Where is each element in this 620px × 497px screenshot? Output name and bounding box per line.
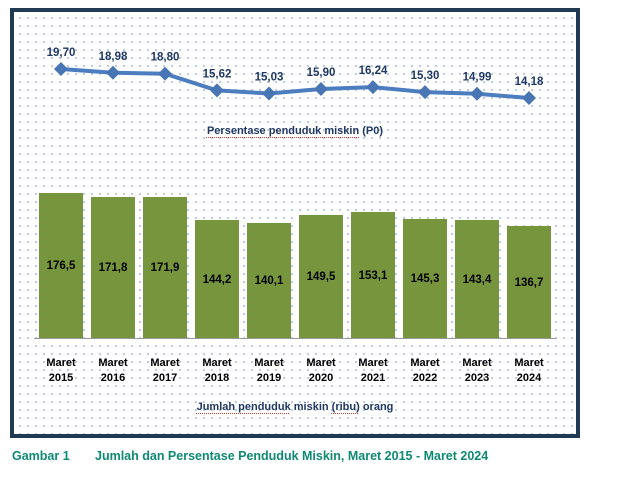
bar-chart-title-text-3: (ribu) bbox=[331, 401, 360, 413]
bar: 140,1 bbox=[247, 223, 291, 339]
bar-value-label: 140,1 bbox=[254, 275, 284, 287]
bar-value-label: 176,5 bbox=[46, 260, 76, 272]
line-marker-diamond bbox=[366, 80, 380, 95]
bar-value-label: 136,7 bbox=[514, 276, 544, 289]
bar: 171,8 bbox=[91, 197, 135, 339]
x-axis-label: Maret 2022 bbox=[410, 357, 440, 384]
line-chart-title: Persentase penduduk miskin (P0) bbox=[14, 125, 576, 137]
line-value-label: 15,30 bbox=[411, 70, 440, 82]
line-marker-diamond bbox=[54, 62, 68, 76]
line-chart: 19,70 18,98 18,80 15,62 15,03 15,90 16,24 15,30… bbox=[47, 47, 544, 105]
line-value-label: 14,18 bbox=[515, 76, 544, 88]
x-axis-labels: Maret 2015 Maret 2016 Maret 2017 Maret 2018 Mare… bbox=[14, 356, 576, 386]
line-value-label: 18,98 bbox=[99, 51, 128, 63]
bar-value-label: 149,5 bbox=[306, 271, 336, 283]
x-axis-line bbox=[34, 338, 556, 339]
bar: 149,5 bbox=[299, 215, 343, 339]
bar-chart-title-text-2: miskin bbox=[290, 401, 332, 413]
bar-value-label: 171,8 bbox=[98, 262, 128, 274]
x-axis-label: Maret 2023 bbox=[462, 357, 492, 384]
bar: 176,5 bbox=[39, 193, 83, 339]
x-axis-label: Maret 2017 bbox=[150, 357, 180, 384]
bar: 136,7 bbox=[507, 226, 551, 339]
line-chart-title-suffix: (P0) bbox=[359, 125, 384, 137]
line-value-label: 15,03 bbox=[255, 72, 284, 84]
bar: 143,4 bbox=[455, 220, 499, 339]
bar-value-label: 171,9 bbox=[150, 262, 180, 274]
line-series bbox=[59, 67, 531, 100]
line-value-label: 18,80 bbox=[151, 52, 180, 64]
line-marker-diamond bbox=[522, 90, 536, 105]
line-value-label: 15,90 bbox=[307, 67, 336, 79]
bar-value-label: 144,2 bbox=[202, 273, 232, 286]
bar: 145,3 bbox=[403, 219, 447, 339]
figure-frame: 19,70 18,98 18,80 15,62 15,03 15,90 16,24 15,30… bbox=[10, 8, 580, 438]
line-marker-diamond bbox=[158, 66, 172, 81]
line-marker-diamond bbox=[262, 86, 276, 101]
x-axis-label: Maret 2016 bbox=[98, 357, 128, 384]
figure-caption: Gambar 1 Jumlah dan Persentase Penduduk … bbox=[12, 449, 488, 463]
bar-chart: 176,5 171,8 171,9 144,2 140,1 149,5 153,1 145,3… bbox=[14, 193, 576, 339]
bar-value-label: 143,4 bbox=[462, 273, 492, 286]
line-chart-title-text: Persentase penduduk miskin bbox=[206, 125, 360, 137]
bar-chart-title: Jumlah penduduk miskin (ribu) orang bbox=[14, 401, 576, 413]
figure-caption-label: Gambar 1 bbox=[12, 449, 70, 463]
x-axis-label: Maret 2021 bbox=[358, 357, 388, 384]
line-marker-diamond bbox=[314, 81, 328, 96]
x-axis-label: Maret 2019 bbox=[254, 357, 284, 384]
bar: 144,2 bbox=[195, 220, 239, 339]
line-value-label: 15,62 bbox=[203, 68, 232, 80]
line-value-label: 16,24 bbox=[359, 65, 388, 77]
x-axis-label: Maret 2018 bbox=[202, 357, 232, 384]
figure-caption-title: Jumlah dan Persentase Penduduk Miskin, M… bbox=[95, 449, 489, 463]
x-axis-label: Maret 2015 bbox=[46, 357, 76, 384]
bar-chart-title-text-1: Jumlah penduduk bbox=[196, 401, 291, 413]
bar-value-label: 153,1 bbox=[358, 269, 388, 282]
line-value-label: 14,99 bbox=[463, 72, 492, 84]
bar-value-label: 145,3 bbox=[410, 273, 440, 285]
bar: 153,1 bbox=[351, 212, 395, 339]
bar-chart-title-text-4: orang bbox=[359, 401, 394, 413]
bar: 171,9 bbox=[143, 197, 187, 339]
line-marker-diamond bbox=[210, 83, 224, 98]
x-axis-label: Maret 2024 bbox=[514, 357, 544, 384]
x-axis-label: Maret 2020 bbox=[306, 357, 336, 384]
line-marker-diamond bbox=[106, 65, 120, 80]
line-marker-diamond bbox=[470, 86, 484, 101]
line-marker-diamond bbox=[418, 85, 432, 100]
line-value-label: 19,70 bbox=[47, 47, 76, 59]
